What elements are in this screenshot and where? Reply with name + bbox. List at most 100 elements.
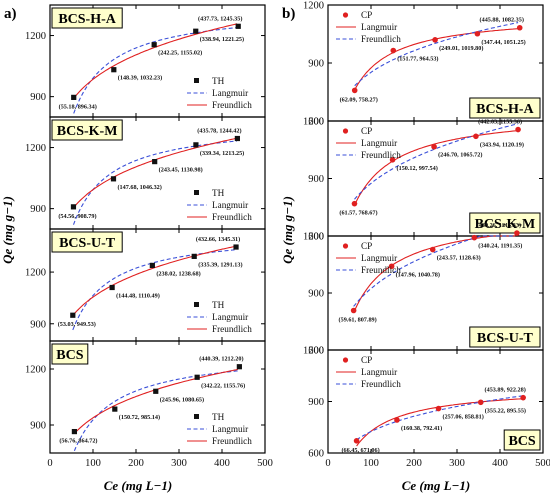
data-label: (61.57, 768.67)	[339, 210, 377, 217]
legend-marker	[342, 12, 349, 18]
legend-label: Langmuir	[212, 200, 248, 210]
data-point	[429, 246, 436, 253]
data-point	[149, 262, 155, 269]
data-point	[111, 67, 117, 73]
legend-label: Freundlich	[212, 212, 252, 222]
data-point	[515, 126, 521, 133]
data-label: (335.39, 1291.13)	[198, 261, 242, 268]
data-point	[153, 388, 159, 394]
sample-label-box	[51, 231, 123, 253]
panel-a-bcs-u-t: 900 1200 (53.03, 949.53) (144.48, 1110.49) (…	[25, 228, 266, 342]
sample-label: BCS-K-M	[57, 124, 118, 139]
data-label: (343.94, 1120.19)	[480, 141, 524, 148]
legend-label: TH	[212, 76, 225, 86]
sample-label: BCS-H-A	[58, 12, 116, 27]
y-tick-label: 1200	[25, 268, 46, 279]
data-point	[234, 135, 240, 142]
data-label: (435.78, 1244.42)	[197, 127, 241, 134]
data-label: (59.61, 807.89)	[339, 317, 377, 324]
legend-label: CP	[361, 241, 372, 251]
data-point	[432, 37, 438, 43]
y-tick-label: 900	[30, 319, 46, 330]
data-point	[71, 94, 77, 100]
curve-freundlich	[354, 22, 519, 87]
x-tick-label: 200	[128, 458, 144, 469]
y-tick-label: 1200	[303, 117, 324, 128]
x-tick-label: 100	[85, 458, 101, 469]
legend-label: TH	[212, 412, 225, 422]
x-tick-label: 300	[171, 458, 187, 469]
data-point	[233, 244, 239, 250]
legend-label: TH	[212, 188, 225, 198]
y-tick-label: 1200	[25, 143, 46, 154]
y-tick-label: 900	[308, 174, 324, 185]
data-label: (54.56, 908.79)	[58, 213, 96, 220]
data-point	[70, 204, 77, 210]
data-label: (242.25, 1155.02)	[158, 50, 202, 57]
data-label: (355.22, 895.55)	[485, 407, 526, 414]
legend-label: Langmuir	[361, 253, 397, 263]
data-point	[390, 47, 397, 54]
data-label: (243.57, 1128.63)	[437, 255, 481, 262]
data-point	[471, 234, 478, 241]
data-label: (151.77, 964.53)	[397, 56, 438, 63]
y-tick-label: 900	[30, 204, 46, 215]
curve-langmuir	[72, 140, 237, 225]
data-point	[70, 312, 76, 318]
y-tick-label: 900	[308, 59, 324, 70]
y-axis-title-b: Qe (mg g−1)	[280, 196, 295, 264]
data-point	[473, 133, 479, 140]
data-label: (347.44, 1051.25)	[481, 39, 525, 46]
y-tick-label: 900	[30, 421, 46, 432]
y-tick-label: 900	[308, 397, 324, 408]
legend-label: CP	[361, 10, 372, 20]
data-point	[474, 30, 481, 37]
data-label: (339.34, 1213.25)	[200, 150, 244, 157]
legend-label: Freundlich	[212, 100, 252, 110]
data-point	[236, 364, 242, 370]
sample-label-box	[51, 7, 123, 29]
legend-marker	[342, 243, 349, 249]
data-label: (55.18, 896.34)	[59, 103, 97, 110]
data-label: (437.73, 1245.35)	[198, 15, 242, 22]
data-point	[514, 230, 520, 236]
data-point	[112, 406, 118, 412]
sample-label-box	[503, 429, 541, 451]
sample-label-box	[51, 119, 123, 141]
panel-a-bcs: 900 1200 0 100 200 300 400 500 (56.76, 864.72) (1…	[25, 340, 273, 469]
x-axis-title-a: Ce (mg L−1)	[104, 478, 173, 493]
legend-label: CP	[361, 126, 372, 136]
data-label: (342.22, 1155.76)	[201, 382, 245, 389]
sample-label-box	[51, 343, 89, 365]
data-point	[388, 263, 395, 270]
sample-label: BCS	[56, 348, 83, 363]
data-label: (160.38, 792.41)	[401, 425, 442, 432]
panel-b-bcs-h-a: 600 900 1200 (62.09, 758.27) (151.77, 964.53…	[303, 1, 544, 128]
y-tick-label: 1200	[303, 346, 324, 357]
data-label: (439.26, 1215.33)	[477, 222, 521, 229]
legend-label: Langmuir	[361, 367, 397, 377]
y-tick-label: 600	[308, 449, 324, 460]
legend-marker	[342, 357, 349, 363]
x-tick-label: 0	[47, 458, 52, 469]
data-point	[109, 284, 115, 291]
y-tick-label: 1200	[303, 1, 324, 12]
data-label: (144.48, 1110.49)	[116, 293, 160, 300]
data-label: (238.02, 1238.68)	[156, 270, 200, 277]
data-label: (243.45, 1130.98)	[159, 167, 203, 174]
data-point	[394, 417, 400, 423]
data-label: (338.94, 1221.25)	[200, 36, 244, 43]
data-point	[193, 28, 199, 34]
legend-label: TH	[212, 300, 225, 310]
curve-freundlich	[73, 23, 238, 99]
data-label: (147.96, 1040.78)	[396, 271, 440, 278]
data-label: (245.96, 1080.65)	[160, 396, 204, 403]
curve-freundlich	[353, 235, 516, 307]
curve-freundlich	[354, 123, 519, 200]
panel-a-bcs-k-m: 900 1200 (54.56, 908.79) (147.68, 1046.32) (…	[25, 116, 266, 230]
data-label: (150.12, 997.54)	[397, 165, 438, 172]
x-tick-label: 400	[492, 458, 508, 469]
panel-b-bcs-u-t: 600 900 1200 (59.61, 807.89) (147.96, 1040.7…	[303, 222, 544, 357]
legend-marker	[194, 302, 199, 307]
legend-marker	[194, 190, 199, 195]
